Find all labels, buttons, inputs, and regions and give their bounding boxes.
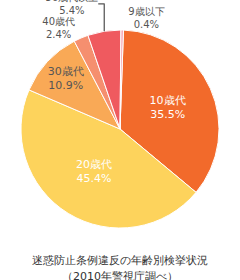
- svg-text:40歳代2.4%: 40歳代2.4%: [42, 16, 75, 40]
- svg-text:10歳代35.5%: 10歳代35.5%: [150, 94, 186, 121]
- svg-text:50歳代以上5.4%: 50歳代以上5.4%: [46, 0, 99, 16]
- svg-text:（2010年警視庁調べ）: （2010年警視庁調べ）: [62, 270, 178, 280]
- svg-text:9歳以下0.4%: 9歳以下0.4%: [128, 6, 164, 30]
- svg-text:20歳代45.4%: 20歳代45.4%: [76, 158, 112, 185]
- svg-text:迷惑防止条例違反の年齢別検挙状況: 迷惑防止条例違反の年齢別検挙状況: [32, 254, 208, 267]
- svg-text:30歳代10.9%: 30歳代10.9%: [48, 65, 84, 92]
